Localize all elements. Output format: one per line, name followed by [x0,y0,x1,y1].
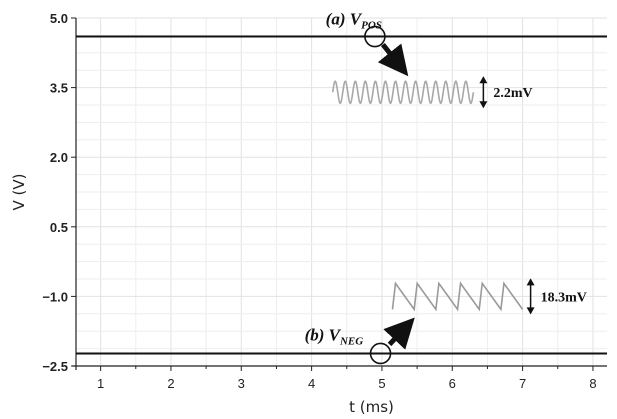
zoom-circle-vpos [364,25,386,48]
x-tick-label: 4 [308,376,315,391]
y-tick-label: 2.0 [50,150,68,165]
y-tick-label: 3.5 [50,81,68,96]
series [76,25,607,365]
zoom-arrow-vpos [377,42,409,77]
series-label-vpos: (a) VPOS [326,10,382,32]
series-label-vneg-sub: NEG [339,335,363,347]
ripple-arrow-down-vneg [526,307,535,315]
series-label-vneg: (b) VNEG [305,325,364,347]
tick-labels: 1 2 3 4 5 6 7 8 5.0 3.5 2.0 0.5 −1.0 −2.5 [42,11,596,391]
series-label-vpos-main: (a) V [326,10,363,29]
zoom-circle-vneg [369,342,392,365]
ripple-label-vpos: 2.2mV [493,86,532,101]
x-tick-label: 8 [589,376,596,391]
y-tick-label: −1.0 [42,289,68,304]
zoom-arrow-vneg [383,317,415,350]
x-tick-label: 3 [238,376,245,391]
ripple-arrow-down-vpos [479,101,488,109]
ripple-insets [331,76,535,315]
x-tick-label: 6 [449,376,456,391]
x-tick-label: 5 [378,376,385,391]
y-axis-label: V (V) [10,174,28,211]
y-tick-label: −2.5 [42,359,68,374]
y-tick-label: 5.0 [50,11,68,26]
y-tick-label: 0.5 [50,220,68,235]
x-tick-label: 1 [97,376,104,391]
ripple-arrow-up-vpos [479,76,488,84]
ripple-wave-vneg [391,281,524,312]
x-tick-label: 7 [519,376,526,391]
ripple-arrow-up-vneg [526,278,535,286]
grid [72,17,607,370]
x-axis-label: t (ms) [349,398,394,416]
ripple-label-vneg: 18.3mV [541,290,587,305]
ripple-wave-vpos [331,80,475,105]
x-tick-label: 2 [167,376,174,391]
series-label-vpos-sub: POS [361,20,382,32]
series-label-vneg-main: (b) V [305,325,342,344]
